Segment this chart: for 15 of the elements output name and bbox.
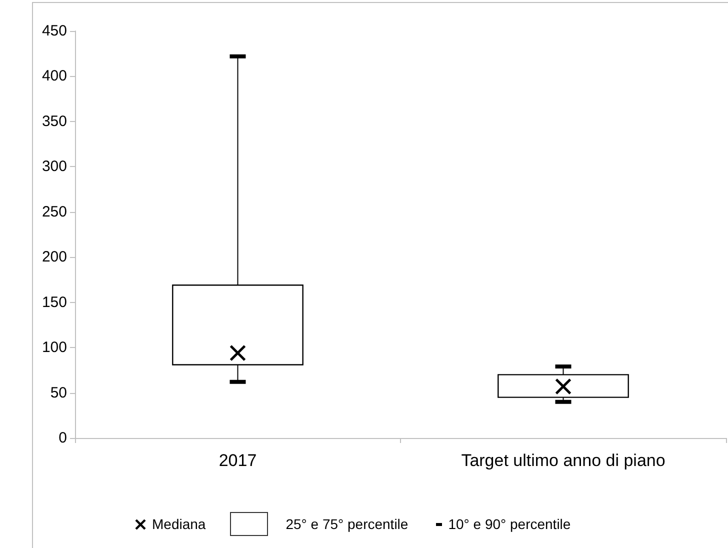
text: 10° e 90° percentile [448,516,571,532]
text: Mediana [152,516,206,532]
y-tick-label: 450 [42,22,67,40]
y-tick-label: 250 [42,203,67,220]
y-tick-label: 50 [50,384,67,402]
y-tick-label: 200 [42,248,67,266]
y-tick-label: 100 [42,339,67,356]
y-tick-label: 150 [42,294,67,311]
text: 25° e 75° percentile [286,516,408,532]
y-tick-label: 0 [58,430,67,446]
y-tick-label: 300 [42,158,67,176]
y-tick-label: 350 [42,112,67,130]
x-tick-label: 2017 [218,451,257,470]
y-tick-label: 400 [42,68,67,85]
x-tick-label: Target ultimo anno di piano [461,451,666,470]
